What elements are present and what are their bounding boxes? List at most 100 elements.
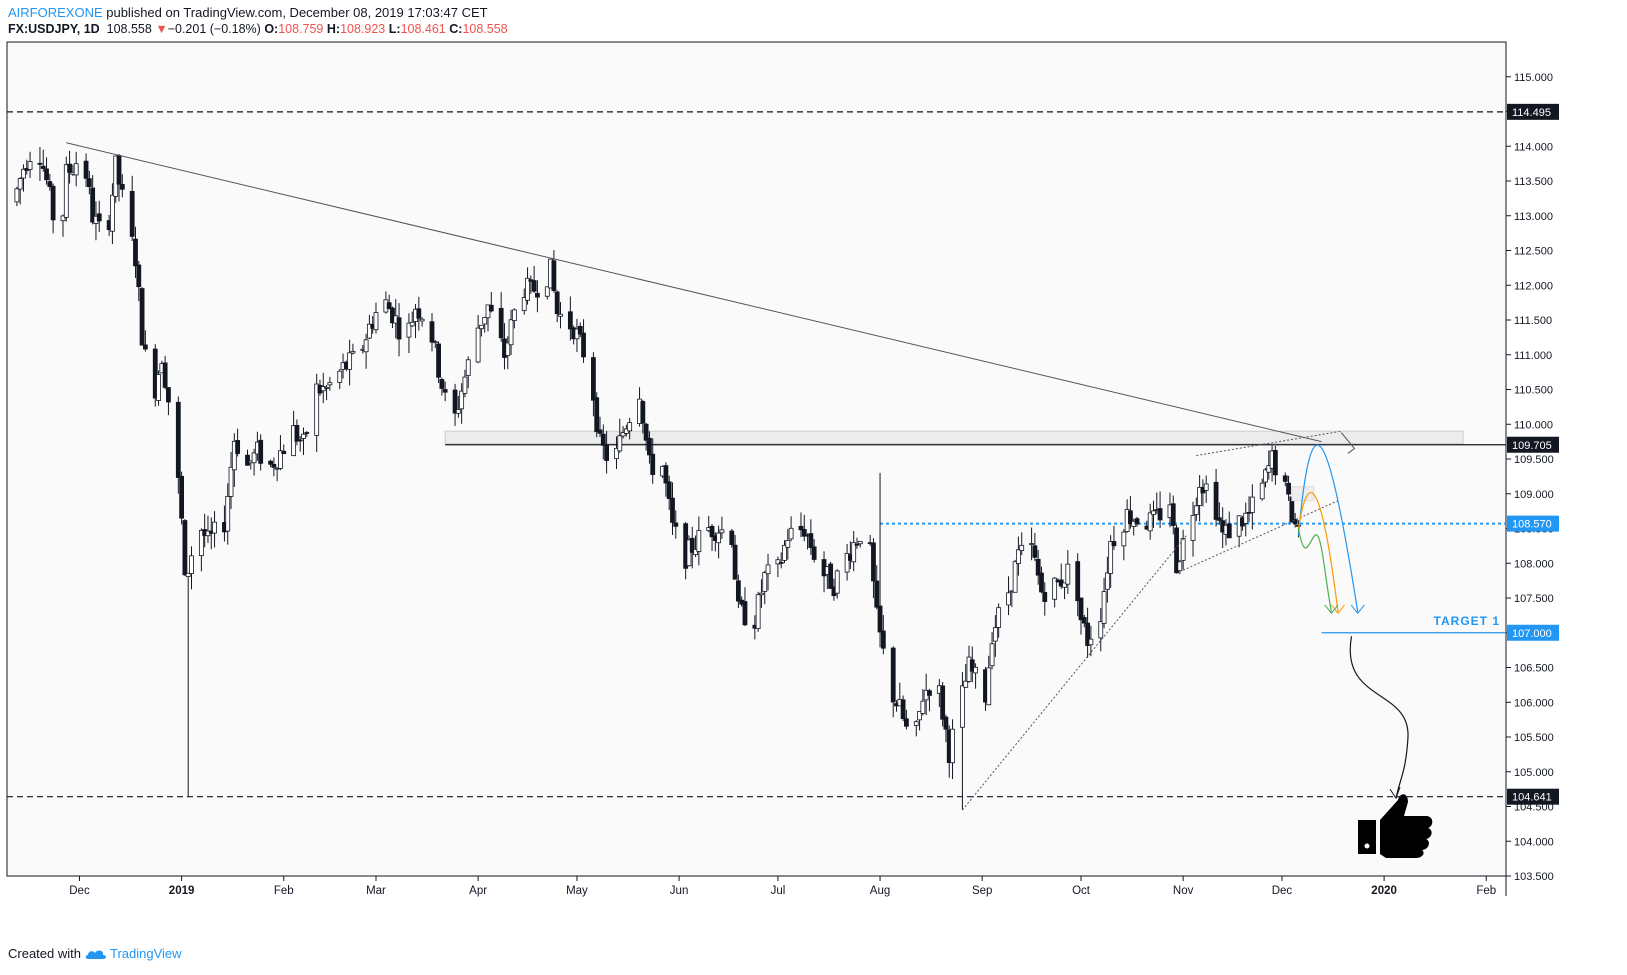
close-value: 108.558 bbox=[462, 22, 508, 36]
ohlc-line: FX:USDJPY, 1D 108.558 ▼−0.201 (−0.18%) O… bbox=[8, 21, 508, 37]
projection-arrow-blue bbox=[1297, 444, 1359, 612]
candle-body bbox=[1170, 503, 1176, 526]
candle-body bbox=[373, 312, 379, 331]
candle-body bbox=[301, 433, 306, 439]
candle-body bbox=[525, 277, 530, 301]
y-tick-label: 109.500 bbox=[1514, 454, 1554, 466]
candle-body bbox=[1042, 591, 1048, 602]
candle-body bbox=[1032, 545, 1038, 558]
candle-body bbox=[544, 286, 550, 297]
candle-body bbox=[429, 321, 435, 343]
candle-body bbox=[96, 213, 102, 222]
high-label: H: bbox=[326, 22, 341, 36]
candle-body bbox=[696, 530, 702, 552]
candle-body bbox=[1151, 510, 1156, 515]
candle-body bbox=[314, 383, 320, 436]
candle-body bbox=[406, 322, 412, 338]
candle-body bbox=[27, 161, 33, 170]
candle-body bbox=[693, 548, 698, 556]
candle-body bbox=[479, 324, 484, 330]
projection-arrow-black bbox=[1349, 636, 1409, 799]
level-badge-label: 109.705 bbox=[1512, 440, 1552, 452]
candle-body bbox=[535, 292, 540, 298]
y-tick-label: 103.500 bbox=[1514, 871, 1554, 883]
candle-body bbox=[1249, 496, 1255, 513]
projection-arrow-green bbox=[1297, 528, 1332, 613]
candle-body bbox=[1147, 512, 1153, 532]
candle-body bbox=[877, 605, 883, 633]
candle-body bbox=[943, 716, 949, 730]
y-tick-label: 111.000 bbox=[1514, 350, 1552, 362]
candle-body bbox=[940, 685, 946, 720]
candle-body bbox=[67, 163, 72, 173]
candle-body bbox=[363, 339, 369, 353]
candle-body bbox=[1213, 481, 1219, 520]
last-price: 108.558 bbox=[106, 22, 152, 36]
candle-body bbox=[40, 165, 46, 169]
candle-body bbox=[857, 540, 863, 545]
candle-body bbox=[179, 475, 185, 519]
candle-body bbox=[663, 465, 669, 484]
close-label: C: bbox=[449, 22, 463, 36]
candle-body bbox=[409, 321, 415, 327]
candle-body bbox=[482, 317, 488, 325]
candle-body bbox=[1190, 515, 1196, 541]
arrowhead-black bbox=[1389, 786, 1401, 800]
level-badge-label: 107.000 bbox=[1512, 628, 1552, 640]
candle-body bbox=[798, 525, 804, 531]
candle-body bbox=[1081, 617, 1087, 624]
candle-body bbox=[927, 690, 932, 696]
candle-body bbox=[162, 362, 168, 388]
x-tick-label: Aug bbox=[870, 885, 890, 897]
candle-body bbox=[782, 544, 787, 561]
x-tick-label: Dec bbox=[69, 885, 90, 897]
candle-body bbox=[432, 341, 438, 344]
tradingview-logo[interactable]: TradingView bbox=[85, 946, 182, 961]
candle-body bbox=[755, 594, 761, 630]
candle-body bbox=[973, 666, 978, 674]
candle-body bbox=[551, 260, 557, 292]
candle-body bbox=[1203, 483, 1209, 491]
candle-body bbox=[666, 481, 672, 499]
candle-body bbox=[716, 532, 722, 544]
author-link[interactable]: AIRFOREXONE bbox=[8, 5, 103, 20]
chart-header: AIRFOREXONE published on TradingView.com… bbox=[8, 5, 508, 37]
candle-body bbox=[436, 343, 441, 378]
candle-body bbox=[386, 302, 392, 310]
level-badge bbox=[1507, 788, 1559, 805]
candle-body bbox=[963, 680, 969, 688]
candle-body bbox=[231, 440, 237, 471]
candle-body bbox=[597, 429, 603, 434]
trendline bbox=[1182, 500, 1339, 571]
candle-body bbox=[801, 528, 807, 537]
candle-body bbox=[17, 178, 23, 190]
level-badge-label: 108.570 bbox=[1512, 519, 1552, 531]
candle-body bbox=[156, 374, 161, 401]
x-tick-label: 2019 bbox=[169, 885, 195, 897]
candle-body bbox=[992, 627, 998, 642]
candle-body bbox=[198, 530, 204, 557]
candle-body bbox=[419, 318, 425, 322]
candle-body bbox=[505, 342, 511, 356]
y-tick-label: 110.000 bbox=[1514, 419, 1553, 431]
y-tick-label: 105.000 bbox=[1514, 767, 1554, 779]
candle-body bbox=[396, 317, 402, 340]
candle-body bbox=[567, 311, 573, 330]
candle-body bbox=[1128, 510, 1133, 525]
y-tick-label: 106.500 bbox=[1514, 663, 1554, 675]
candle-body bbox=[258, 439, 264, 464]
publish-line: AIRFOREXONE published on TradingView.com… bbox=[8, 5, 508, 21]
candle-body bbox=[554, 291, 560, 315]
cloud-icon bbox=[85, 950, 106, 959]
y-tick-label: 112.500 bbox=[1514, 246, 1553, 258]
plot-area bbox=[6, 41, 1507, 877]
low-label: L: bbox=[388, 22, 401, 36]
footer: Created with TradingView bbox=[8, 946, 182, 961]
candle-body bbox=[614, 447, 619, 460]
candle-body bbox=[581, 332, 586, 358]
candle-body bbox=[844, 552, 850, 573]
candle-body bbox=[14, 188, 20, 203]
candle-body bbox=[719, 529, 725, 534]
candle-body bbox=[643, 423, 649, 441]
